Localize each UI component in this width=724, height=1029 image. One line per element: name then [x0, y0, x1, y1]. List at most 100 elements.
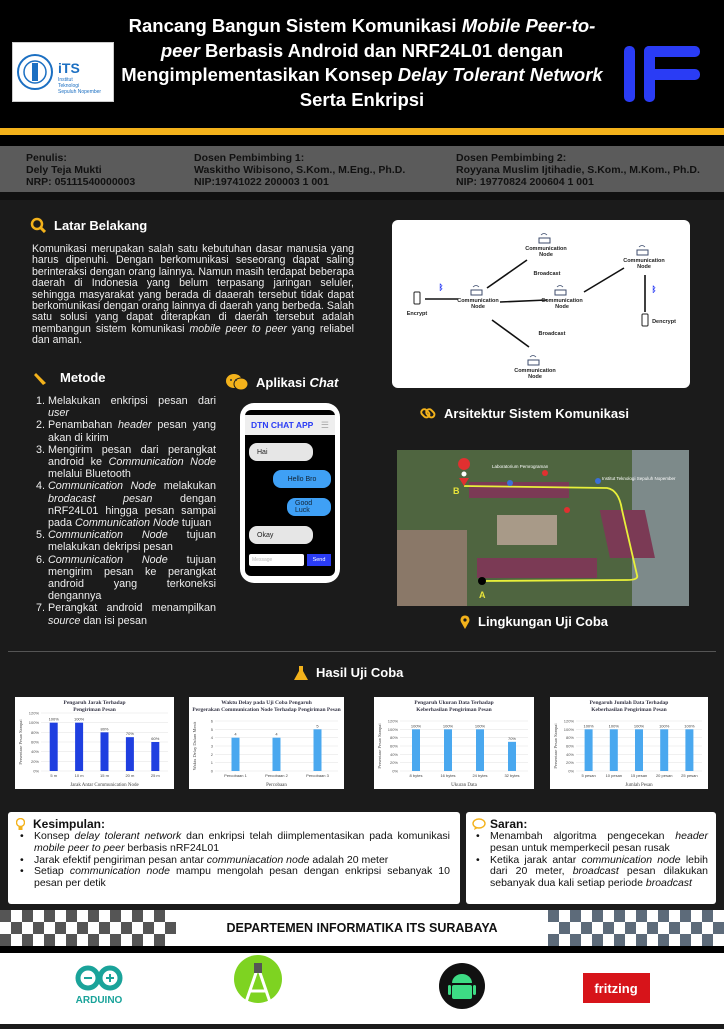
- text-segment: berbasis nRF24L01: [124, 841, 220, 854]
- x-tick-label: 5 m: [50, 773, 57, 778]
- text-segment: header: [118, 419, 152, 432]
- checker-square: [11, 922, 22, 934]
- advisor-role: Dosen Pembimbing 2:: [456, 152, 567, 164]
- y-tick-label: 40%: [31, 749, 39, 754]
- smartphone-icon: [413, 291, 421, 305]
- x-tick-label: 15 pesan: [631, 773, 647, 778]
- checker-square: [702, 934, 713, 946]
- x-tick-label: Percobaan 3: [306, 773, 329, 778]
- y-tick-label: 5: [211, 727, 214, 732]
- x-tick-label: 16 bytes: [440, 773, 455, 778]
- text-segment: Mengirim pesan dari perangkat android ke: [48, 443, 216, 469]
- checker-square: [570, 934, 581, 946]
- y-tick-label: 80%: [566, 735, 574, 740]
- search-icon: [30, 217, 46, 233]
- checker-square: [165, 922, 176, 934]
- broadcast-label: Broadcast: [539, 331, 566, 337]
- text-segment: Komunikasi merupakan salah satu kebutuha…: [32, 243, 354, 335]
- checker-square: [559, 922, 570, 934]
- chat-bubble-right: Hello Bro: [273, 470, 331, 488]
- text-segment: dan enkripsi telah diimplementasikan pad…: [181, 830, 451, 842]
- kesimpulan-box: Kesimpulan: Konsep delay tolerant networ…: [8, 812, 460, 904]
- latar-heading: Latar Belakang: [30, 217, 147, 233]
- list-item: Menambah algoritma pengecekan header pes…: [472, 830, 708, 855]
- chart-title: Keberhasilan Pengiriman Pesan: [591, 707, 666, 713]
- message-input[interactable]: Message: [249, 554, 304, 566]
- kesimpulan-heading: Kesimpulan:: [16, 817, 450, 831]
- text-segment: Serta Enkripsi: [299, 88, 425, 110]
- node-label: Communication: [514, 368, 556, 374]
- advisor-id: NIP: 19770824 200604 1 001: [456, 176, 594, 188]
- text-segment: Rancang Bangun Sistem Komunikasi: [128, 15, 462, 36]
- checker-square: [614, 910, 625, 922]
- y-tick-label: 80%: [31, 730, 39, 735]
- y-tick-label: 20%: [31, 759, 39, 764]
- y-axis-label: Waktu Delay Dalam Menit: [192, 721, 197, 770]
- checker-square: [713, 922, 724, 934]
- list-item: Communication Node tujuan melakukan dekr…: [48, 529, 216, 553]
- point-b-label: B: [453, 486, 460, 496]
- checker-square: [581, 922, 592, 934]
- chart-title: Pergerakan Communication Node Terhadap P…: [192, 707, 340, 713]
- chat-app-bar: DTN CHAT APP ☰: [245, 415, 335, 435]
- menu-icon[interactable]: ☰: [320, 419, 329, 430]
- send-button[interactable]: Send: [307, 554, 331, 566]
- arduino-logo-text: ARDUINO: [76, 995, 123, 1006]
- checker-square: [88, 910, 99, 922]
- divider: [0, 946, 724, 953]
- checker-square: [110, 934, 121, 946]
- y-tick-label: 1: [211, 760, 214, 765]
- bar-data-label: 4: [275, 732, 278, 737]
- x-tick-label: 25 m: [151, 773, 161, 778]
- y-tick-label: 0%: [568, 769, 574, 774]
- text-segment: Perangkat android menampilkan: [48, 602, 216, 615]
- text-segment: broadcast: [645, 877, 692, 890]
- arsitektur-heading: Arsitektur Sistem Komunikasi: [420, 405, 629, 421]
- department-name: DEPARTEMEN INFORMATIKA ITS SURABAYA: [226, 921, 498, 935]
- x-tick-label: 20 m: [125, 773, 135, 778]
- checker-square: [66, 910, 77, 922]
- list-item: Ketika jarak antar communication node le…: [472, 854, 708, 890]
- its-logo-text: Teknologi: [58, 83, 79, 89]
- author-block: Penulis: Dely Teja Mukti NRP: 051115400000…: [26, 152, 135, 188]
- chart-title: Pengaruh Jarak Terhadap: [63, 700, 125, 706]
- text-segment: Menambah algoritma pengecekan: [490, 830, 676, 842]
- bar: [49, 722, 58, 771]
- text-segment: brodacast pesan: [48, 492, 153, 505]
- bar-data-label: 80%: [100, 726, 108, 731]
- checker-square: [88, 934, 99, 946]
- poster-header: [0, 0, 724, 128]
- y-tick-label: 20%: [566, 760, 574, 765]
- arsitektur-title: Arsitektur Sistem Komunikasi: [444, 405, 629, 421]
- x-tick-label: 5 pesan: [581, 773, 595, 778]
- latar-title: Latar Belakang: [54, 217, 148, 233]
- y-tick-label: 80%: [390, 735, 398, 740]
- list-item: Konsep delay tolerant network dan enkrip…: [16, 830, 451, 855]
- y-tick-label: 6: [211, 719, 214, 724]
- checker-square: [0, 934, 11, 946]
- checker-square: [680, 934, 691, 946]
- checker-square: [44, 934, 55, 946]
- checker-square: [110, 910, 121, 922]
- x-tick-label: 32 bytes: [504, 773, 519, 778]
- text-segment: Setiap: [34, 865, 70, 878]
- text-segment: dan isi pesan: [80, 614, 148, 627]
- checker-square: [143, 922, 154, 934]
- bar: [75, 722, 84, 771]
- checker-square: [669, 922, 680, 934]
- text-segment: pesan yang akan di kirim: [48, 419, 216, 444]
- point-a-label: A: [479, 590, 486, 600]
- bar: [151, 742, 160, 771]
- lingkungan-title: Lingkungan Uji Coba: [478, 614, 608, 629]
- chat-app-title: DTN CHAT APP: [251, 420, 314, 430]
- bar-data-label: 100%: [659, 723, 670, 728]
- node-label: Node: [555, 304, 569, 310]
- text-segment: mobile peer to peer: [34, 841, 125, 854]
- map-poi-label: Laboratorium Pemrograman: [492, 464, 549, 469]
- y-tick-label: 100%: [388, 727, 399, 732]
- chat-title-text: Aplikasi: [256, 374, 310, 390]
- bar: [584, 729, 593, 771]
- bluetooth-icon: ᛒ: [652, 285, 657, 294]
- poster-title: Rancang Bangun Sistem Komunikasi Mobile …: [118, 14, 606, 112]
